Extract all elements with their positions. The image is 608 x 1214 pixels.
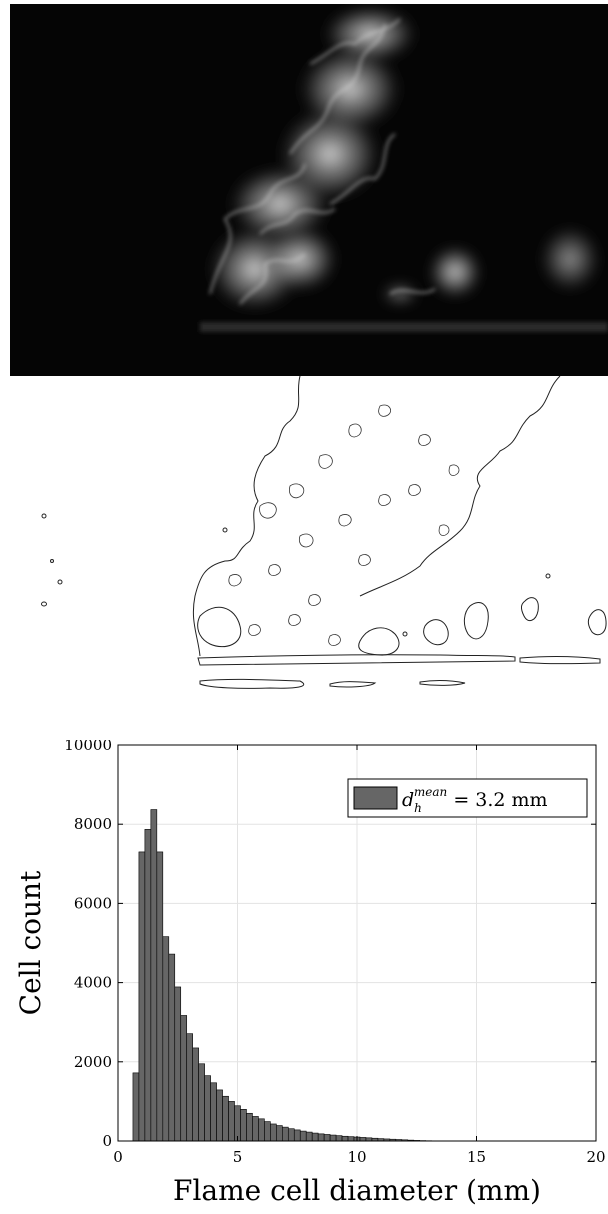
- histogram-bar: [168, 953, 176, 1142]
- x-tick-label: 5: [233, 1148, 243, 1166]
- histogram-bar: [186, 1033, 193, 1142]
- histogram-bar: [240, 1109, 247, 1142]
- histogram-bar: [299, 1130, 307, 1142]
- histogram-bar: [359, 1137, 367, 1142]
- histogram-bar: [150, 809, 158, 1142]
- histogram-bar: [204, 1075, 211, 1142]
- histogram-bar: [347, 1136, 355, 1142]
- histogram-bar: [192, 1047, 199, 1142]
- histogram-bar: [341, 1135, 349, 1142]
- histogram-bar: [162, 936, 170, 1142]
- histogram-bar: [156, 851, 164, 1142]
- flame-cell-histogram: 0 5 10 15 20 0 2000 4000 6000 8000 10000 Flame cel…: [14, 740, 606, 1207]
- histogram-bar: [144, 829, 152, 1142]
- histogram-bar: [258, 1118, 265, 1142]
- histogram-bar: [138, 851, 146, 1142]
- histogram-bar: [317, 1133, 325, 1142]
- x-tick-label: 0: [113, 1148, 123, 1166]
- y-tick-label: 4000: [74, 974, 112, 992]
- histogram-bar: [276, 1125, 283, 1142]
- histogram-bar: [234, 1105, 241, 1142]
- histogram-bar: [216, 1089, 223, 1142]
- histogram-bars: [132, 809, 486, 1142]
- histogram-bar: [270, 1123, 277, 1142]
- legend-label: dh mean = 3.2 mm: [402, 785, 548, 815]
- histogram-bar: [282, 1126, 289, 1142]
- y-tick-label: 10000: [64, 740, 112, 754]
- histogram-bar: [198, 1063, 205, 1142]
- histogram-bar: [305, 1131, 313, 1142]
- y-tick-label: 8000: [74, 815, 112, 833]
- x-tick-label: 10: [347, 1148, 366, 1166]
- legend-swatch: [353, 786, 398, 810]
- x-tick-label: 20: [586, 1148, 605, 1166]
- legend-subscript: h: [414, 801, 422, 815]
- y-tick-label: 0: [102, 1132, 112, 1150]
- legend-value: = 3.2 mm: [447, 789, 547, 811]
- histogram-bar: [174, 986, 182, 1142]
- x-axis-label: Flame cell diameter (mm): [173, 1174, 541, 1207]
- histogram-bar: [252, 1116, 259, 1142]
- legend-superscript: mean: [414, 785, 447, 799]
- histogram-bar: [180, 1015, 188, 1142]
- flame-cell-contours: [41, 376, 607, 689]
- axis-ticks: 0 5 10 15 20 0 2000 4000 6000 8000 10000: [64, 740, 605, 1166]
- histogram-bar: [335, 1135, 343, 1142]
- histogram-bar: [264, 1121, 271, 1142]
- legend-symbol: d: [402, 789, 414, 811]
- histogram-bar: [311, 1132, 319, 1142]
- legend: dh mean = 3.2 mm: [347, 778, 588, 818]
- histogram-bar: [132, 1072, 140, 1142]
- histogram-bar: [323, 1134, 331, 1142]
- histogram-bar: [329, 1134, 337, 1142]
- histogram-bar: [293, 1129, 301, 1142]
- y-tick-label: 6000: [74, 894, 112, 912]
- flame-photograph: [10, 4, 608, 376]
- histogram-bar: [287, 1128, 295, 1142]
- histogram-bar: [246, 1112, 253, 1142]
- y-axis-label: Cell count: [14, 870, 47, 1015]
- y-tick-label: 2000: [74, 1053, 112, 1071]
- histogram-bar: [210, 1082, 217, 1142]
- histogram-bar: [222, 1095, 229, 1142]
- x-tick-label: 15: [467, 1148, 486, 1166]
- histogram-bar: [228, 1101, 235, 1142]
